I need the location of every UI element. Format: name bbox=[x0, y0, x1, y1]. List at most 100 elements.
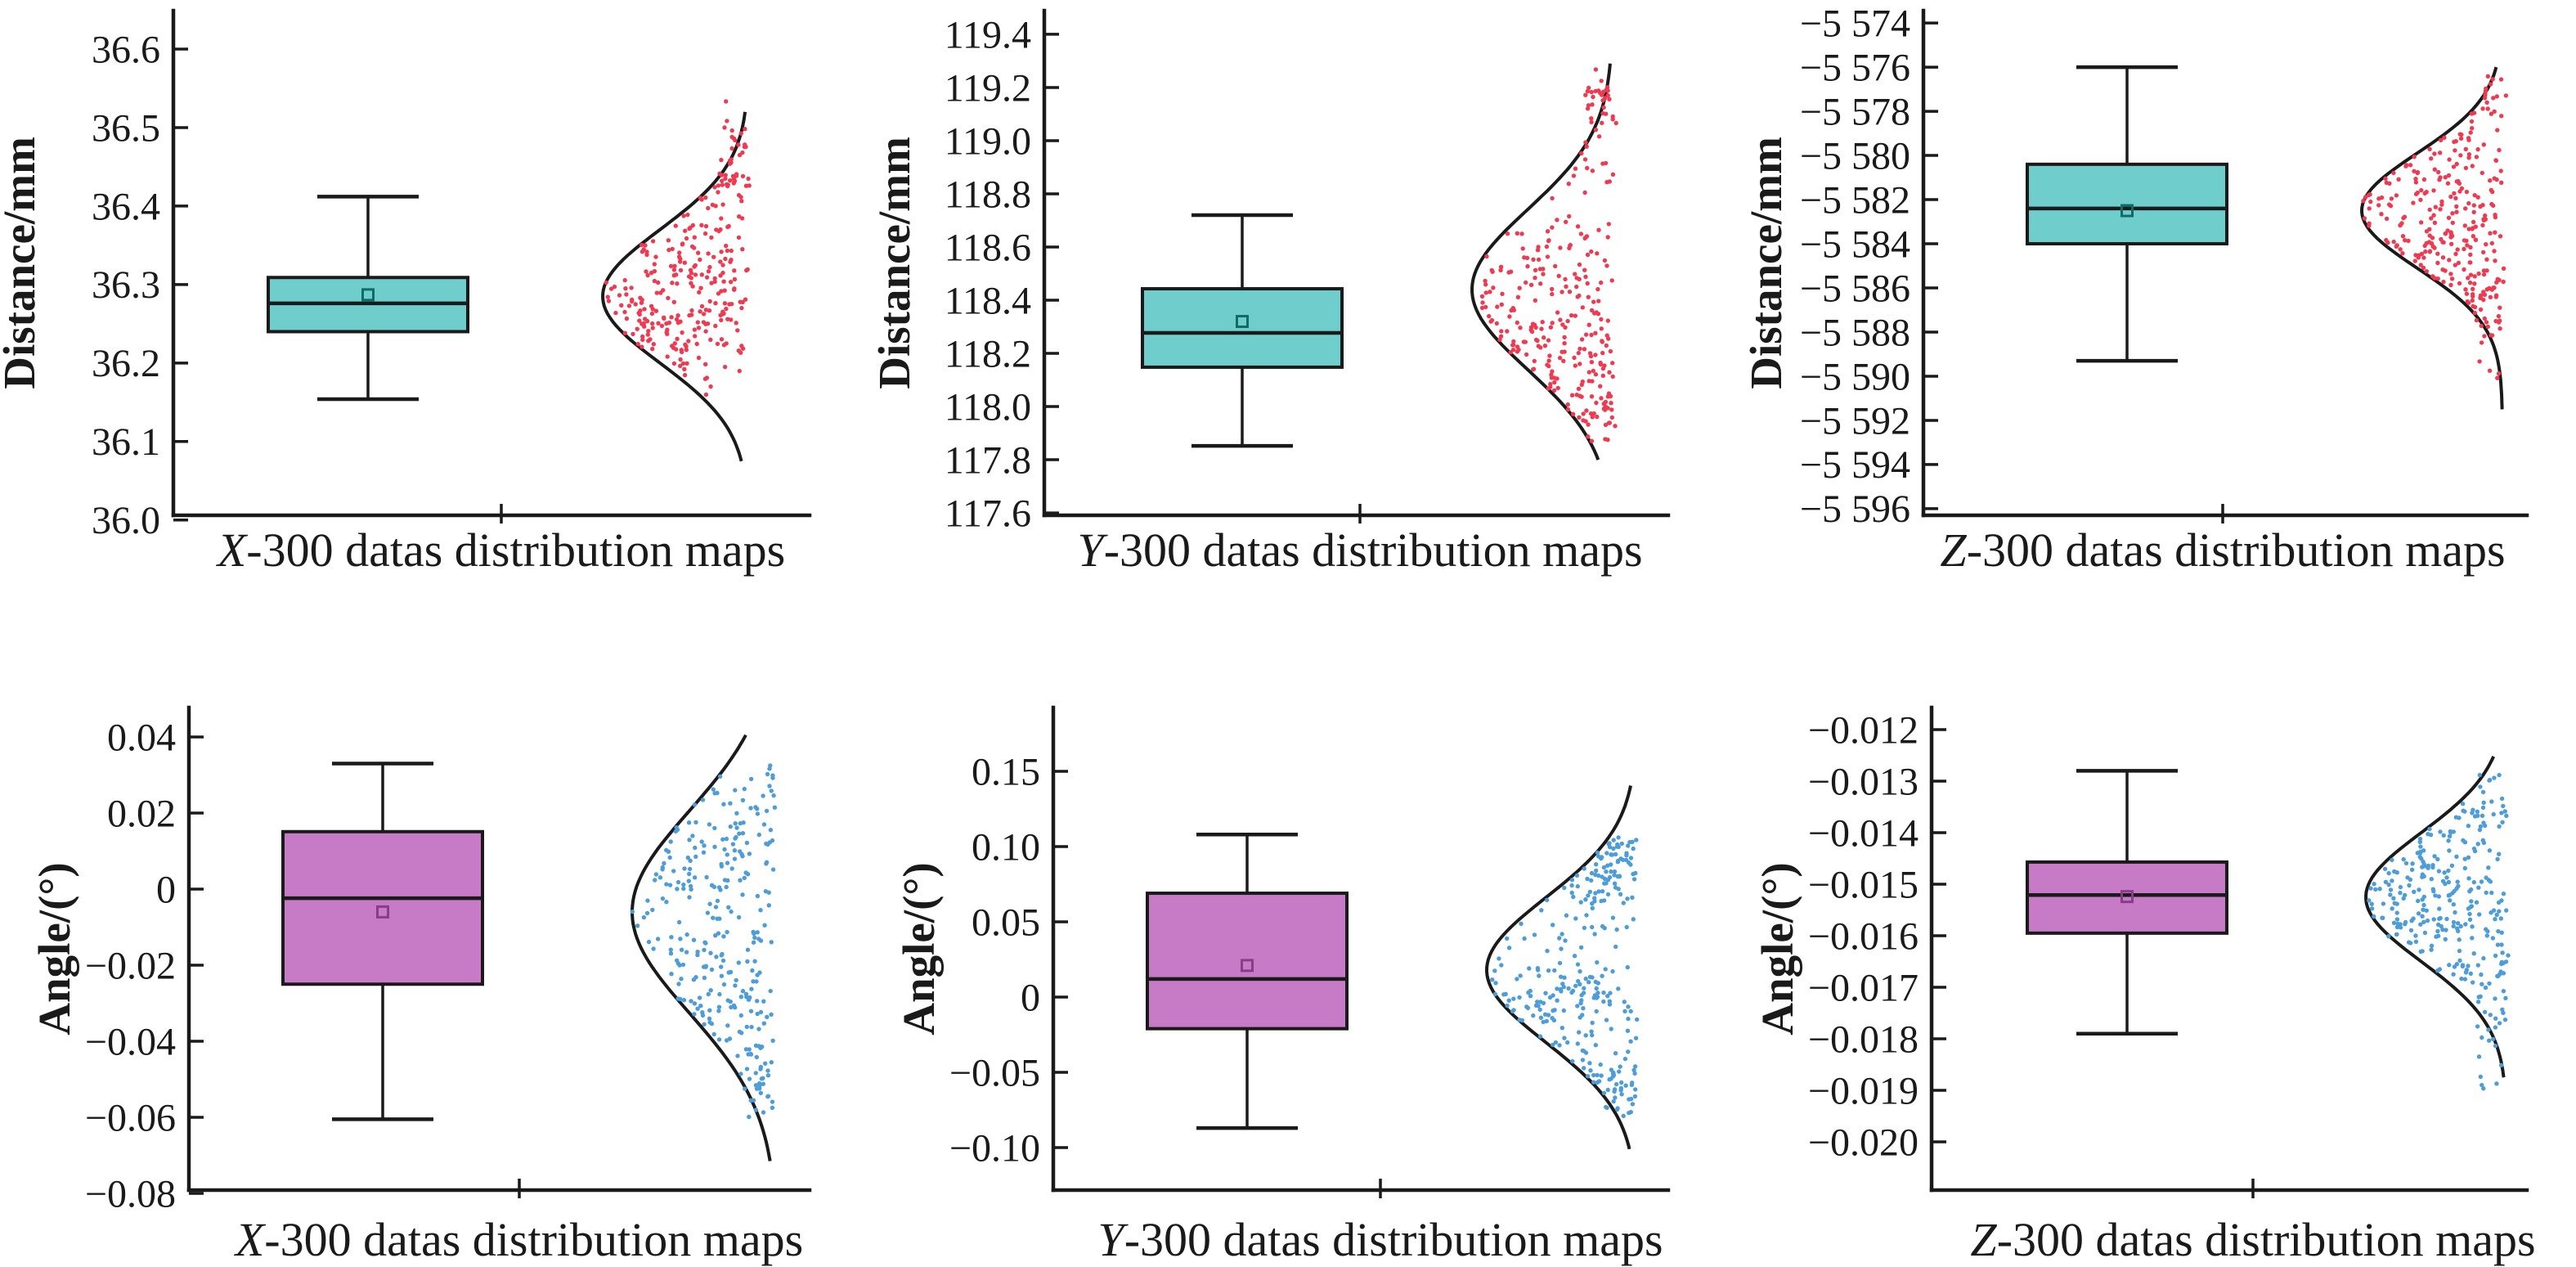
scatter-point bbox=[698, 257, 702, 263]
scatter-point bbox=[2466, 155, 2471, 160]
scatter-point bbox=[724, 1038, 729, 1043]
scatter-point bbox=[743, 144, 748, 150]
scatter-point bbox=[761, 999, 766, 1004]
scatter-point bbox=[1607, 999, 1612, 1004]
scatter-point bbox=[1501, 992, 1506, 997]
scatter-point bbox=[2477, 359, 2482, 364]
scatter-point bbox=[2490, 936, 2496, 941]
scatter-point bbox=[2418, 849, 2423, 855]
scatter-point bbox=[1587, 889, 1592, 894]
scatter-point bbox=[707, 308, 712, 313]
scatter-point bbox=[725, 224, 730, 230]
scatter-point bbox=[2494, 912, 2499, 918]
scatter-point bbox=[1537, 267, 1543, 272]
scatter-point bbox=[2457, 281, 2462, 286]
scatter-point bbox=[1607, 97, 1612, 102]
scatter-point bbox=[1589, 89, 1594, 95]
scatter-point bbox=[1577, 262, 1582, 267]
scatter-point bbox=[1515, 977, 1519, 982]
y-tick-label: 117.8 bbox=[945, 438, 1031, 482]
scatter-point bbox=[2406, 940, 2412, 945]
scatter-point bbox=[1557, 960, 1563, 966]
scatter-point bbox=[2448, 829, 2453, 834]
scatter-point bbox=[2451, 972, 2456, 977]
scatter-point bbox=[749, 986, 754, 991]
y-tick-label: −5 576 bbox=[1800, 46, 1910, 89]
scatter-point bbox=[668, 839, 673, 844]
scatter-point bbox=[733, 983, 738, 988]
scatter-point bbox=[630, 909, 635, 914]
scatter-point bbox=[1595, 850, 1600, 856]
scatter-point bbox=[1594, 310, 1599, 315]
scatter-point bbox=[2493, 1016, 2498, 1021]
scatter-point bbox=[2454, 962, 2459, 967]
scatter-point bbox=[687, 871, 692, 877]
scatter-point bbox=[749, 1024, 754, 1030]
y-tick-label: 36.5 bbox=[92, 106, 160, 150]
scatter-point bbox=[672, 341, 677, 346]
scatter-point bbox=[2439, 202, 2444, 207]
box-plot bbox=[267, 195, 469, 402]
scatter-point bbox=[706, 205, 711, 211]
scatter-point bbox=[2476, 271, 2481, 276]
scatter-point bbox=[708, 384, 713, 389]
scatter-point bbox=[1619, 1092, 1624, 1097]
scatter-point bbox=[2497, 305, 2502, 310]
scatter-point bbox=[2388, 892, 2393, 897]
scatter-point bbox=[1611, 846, 1616, 851]
scatter-point bbox=[689, 281, 693, 285]
scatter-point bbox=[692, 802, 698, 807]
scatter-point bbox=[2445, 181, 2451, 186]
scatter-point bbox=[1600, 161, 1605, 166]
scatter-point bbox=[1497, 337, 1502, 342]
scatter-point bbox=[2420, 949, 2425, 954]
scatter-point bbox=[719, 964, 724, 969]
scatter-point bbox=[772, 805, 778, 810]
scatter-point bbox=[2442, 135, 2447, 140]
scatter-point bbox=[2417, 836, 2423, 842]
scatter-point bbox=[2491, 1036, 2496, 1042]
scatter-point bbox=[2391, 170, 2396, 176]
scatter-point bbox=[670, 281, 675, 285]
scatter-point bbox=[685, 212, 690, 218]
scatter-point bbox=[1551, 1042, 1555, 1048]
scatter-point bbox=[1583, 1033, 1588, 1038]
scatter-point bbox=[1591, 995, 1596, 1000]
scatter-point bbox=[1609, 407, 1614, 412]
scatter-point bbox=[751, 940, 756, 945]
scatter-point bbox=[2430, 236, 2435, 240]
scatter-point bbox=[1582, 267, 1587, 272]
scatter-point bbox=[1621, 1113, 1626, 1118]
scatter-point bbox=[664, 900, 669, 905]
scatter-point bbox=[2418, 197, 2423, 202]
scatter-point bbox=[2495, 276, 2500, 281]
scatter-point bbox=[1555, 310, 1560, 315]
scatter-point bbox=[762, 923, 767, 928]
scatter-point bbox=[2469, 119, 2475, 124]
y-tick-label: −0.012 bbox=[1808, 708, 1919, 752]
y-tick-label: −0.018 bbox=[1808, 1018, 1919, 1061]
scatter-point bbox=[2431, 917, 2436, 922]
scatter-point bbox=[707, 264, 712, 270]
scatter-point bbox=[2471, 294, 2475, 299]
scatter-point bbox=[2421, 902, 2426, 908]
scatter-point bbox=[2429, 947, 2434, 952]
scatter-point bbox=[1565, 402, 1570, 407]
scatter-point bbox=[1586, 434, 1591, 439]
scatter-point bbox=[2468, 130, 2473, 135]
scatter-point bbox=[1578, 231, 1584, 236]
scatter-point bbox=[1515, 320, 1519, 326]
scatter-point bbox=[769, 1012, 774, 1017]
scatter-point bbox=[719, 173, 725, 177]
scatter-point bbox=[766, 903, 771, 908]
scatter-point bbox=[2480, 982, 2484, 986]
chart-distance-y: 119.4119.2119.0118.8118.6118.4118.2118.0… bbox=[869, 8, 1671, 577]
scatter-point bbox=[761, 793, 765, 798]
scatter-point bbox=[2488, 178, 2493, 183]
scatter-point bbox=[2394, 932, 2399, 937]
scatter-point bbox=[1599, 326, 1604, 331]
box-plot bbox=[2026, 65, 2228, 363]
scatter-point bbox=[2413, 180, 2419, 185]
iqr-box bbox=[2026, 162, 2228, 246]
